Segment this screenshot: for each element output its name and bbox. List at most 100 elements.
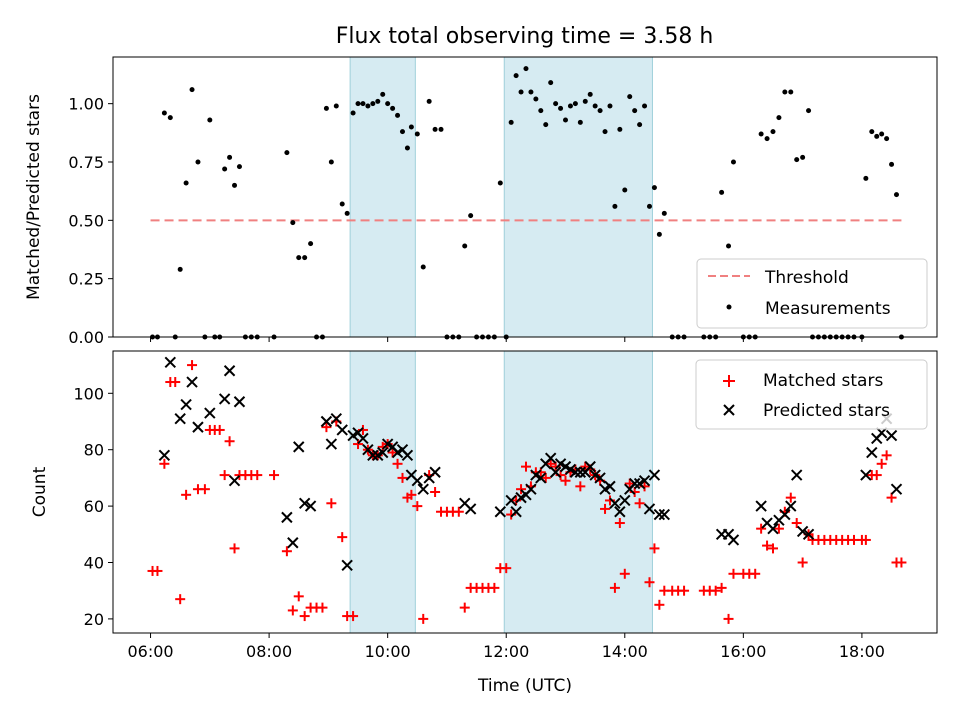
measurement-point <box>758 131 764 137</box>
predicted-star-point <box>802 528 815 541</box>
measurement-point <box>770 129 776 135</box>
measurement-point <box>426 98 432 104</box>
matched-star-point <box>392 458 403 469</box>
predicted-star-point <box>727 534 740 546</box>
measurement-point <box>360 101 366 107</box>
count-y-tick-label: 40 <box>84 554 104 573</box>
matched-star-point <box>540 472 551 483</box>
predicted-star-point <box>367 449 379 462</box>
predicted-star-point <box>885 429 898 442</box>
legend-threshold-label: Threshold <box>764 268 849 288</box>
predicted-star-point <box>574 466 587 478</box>
matched-star-point <box>785 492 796 503</box>
measurement-point <box>308 241 314 247</box>
measurement-point <box>782 89 788 95</box>
predicted-star-point <box>377 446 389 459</box>
matched-star-point <box>159 458 170 469</box>
measurement-point <box>879 131 885 137</box>
measurement-point <box>800 154 806 160</box>
measurement-point <box>523 66 529 72</box>
predicted-star-point <box>186 376 198 388</box>
matched-star-point <box>214 424 225 435</box>
measurement-point <box>236 164 242 170</box>
matched-star-point <box>619 568 630 579</box>
count-y-axis-label: Count <box>30 466 50 517</box>
measurement-point <box>370 101 376 107</box>
measurement-point <box>438 126 444 132</box>
predicted-star-point <box>411 475 424 487</box>
matched-star-point <box>453 506 464 517</box>
matched-star-point <box>516 484 527 495</box>
measurement-point <box>884 136 890 142</box>
matched-star-point <box>762 540 773 551</box>
matched-star-point <box>881 450 892 461</box>
matched-star-point <box>871 470 882 481</box>
measurement-point <box>656 231 662 237</box>
predicted-star-point <box>218 393 231 405</box>
measurement-point <box>597 108 603 114</box>
measurement-point <box>399 129 405 135</box>
measurement-point <box>617 126 623 132</box>
matched-star-point <box>654 599 665 610</box>
predicted-star-point <box>505 494 517 507</box>
matched-star-point <box>406 489 417 500</box>
measurement-point <box>719 189 725 195</box>
measurement-point <box>661 210 667 216</box>
matched-star-point <box>326 498 337 509</box>
matched-star-point <box>299 611 310 622</box>
x-tick-label: 10:00 <box>365 642 411 661</box>
count-observing-span <box>349 350 416 634</box>
matched-star-point <box>175 594 186 605</box>
x-tick-label: 12:00 <box>483 642 529 661</box>
measurement-point <box>390 105 396 111</box>
predicted-star-point <box>535 472 547 484</box>
measurement-point <box>183 180 189 186</box>
matched-star-point <box>337 532 348 543</box>
ratio-y-tick-label: 0.25 <box>68 270 104 289</box>
predicted-star-point <box>544 452 557 464</box>
measurement-point <box>513 73 519 79</box>
ratio-y-axis-label: Matched/Predicted stars <box>24 94 44 300</box>
measurement-point <box>432 126 438 132</box>
predicted-star-point <box>648 469 661 481</box>
matched-star-point <box>710 585 721 596</box>
predicted-star-point <box>233 396 246 408</box>
measurement-point <box>893 192 899 198</box>
measurement-point <box>380 91 386 97</box>
legend-predicted-label: Predicted stars <box>763 401 890 421</box>
matched-star-point <box>287 605 298 616</box>
matched-star-point <box>397 472 408 483</box>
measurement-point <box>207 117 213 123</box>
matched-star-point <box>348 611 359 622</box>
count-panel: 20 40 60 80 100 06:00 08:00 10:00 12:00 14:00 16:… <box>30 350 938 696</box>
legend-measurements-swatch <box>726 304 732 310</box>
matched-star-point <box>293 591 304 602</box>
measurement-point <box>350 110 356 116</box>
matched-star-point <box>723 613 734 624</box>
predicted-star-point <box>192 421 204 433</box>
matched-star-point <box>876 458 887 469</box>
ratio-panel: 0.00 0.25 0.50 0.75 1.00 Matched/Predicted s… <box>24 56 938 347</box>
measurement-point <box>582 98 588 104</box>
matched-star-point <box>649 543 660 554</box>
measurement-point <box>339 201 345 207</box>
predicted-star-point <box>228 475 241 487</box>
predicted-star-point <box>767 522 779 535</box>
measurement-point <box>533 96 539 102</box>
measurement-point <box>558 105 564 111</box>
measurement-point <box>404 145 410 151</box>
matched-star-point <box>252 470 263 481</box>
measurement-point <box>577 119 583 125</box>
matched-star-point <box>791 518 802 529</box>
measurement-point <box>538 108 544 114</box>
measurement-point <box>592 103 598 109</box>
measurement-point <box>355 101 361 107</box>
predicted-star-point <box>330 412 342 425</box>
x-tick-label: 18:00 <box>839 642 885 661</box>
count-legend: Matched stars Predicted stars <box>695 359 928 430</box>
predicted-star-point <box>293 441 305 453</box>
matched-star-point <box>575 481 586 492</box>
ratio-y-tick-label: 0.50 <box>68 211 104 230</box>
x-tick-label: 08:00 <box>246 642 292 661</box>
measurement-point <box>889 161 895 167</box>
